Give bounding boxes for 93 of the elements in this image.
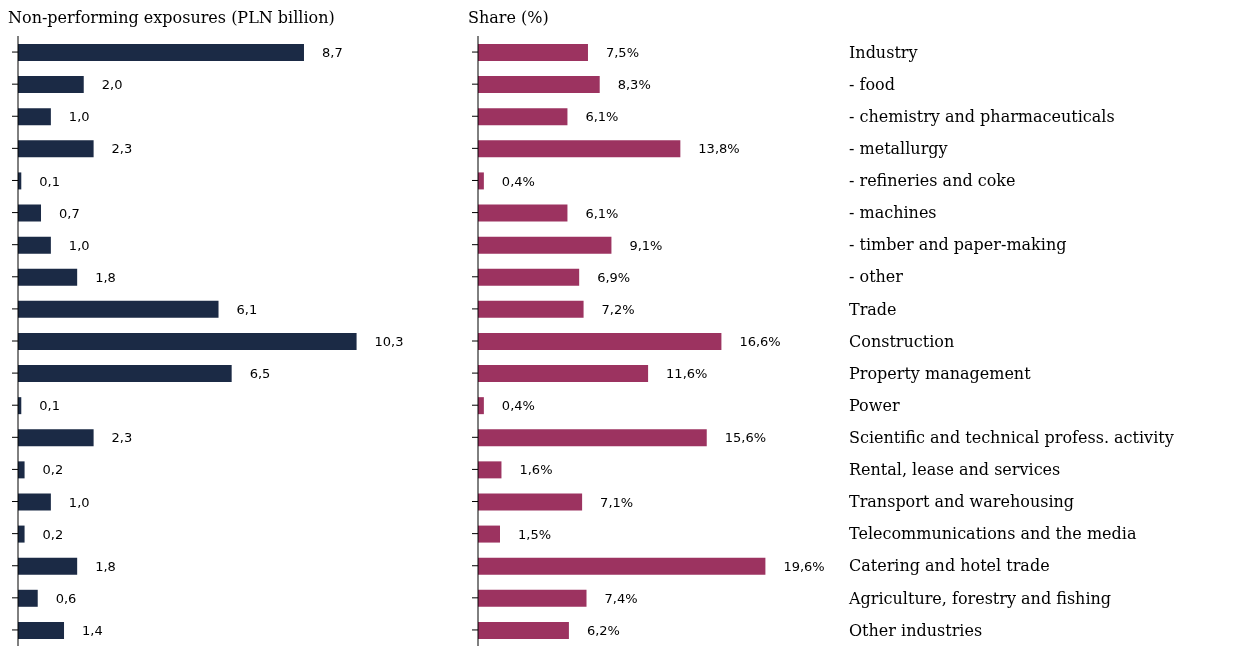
data-label: 6,5 <box>249 366 271 382</box>
bar <box>18 204 42 222</box>
y-tick-label: Scientific and technical profess. activity <box>849 428 1174 447</box>
data-label: 7,2% <box>601 301 635 317</box>
y-tick-label: - other <box>849 267 904 287</box>
bar <box>18 365 232 383</box>
data-label: 8,3% <box>617 77 651 93</box>
bar <box>478 236 612 254</box>
y-tick-label: Transport and warehousing <box>849 492 1075 512</box>
data-label: 0,2 <box>42 526 64 542</box>
bar <box>478 493 583 511</box>
bar <box>18 108 51 126</box>
bar <box>478 589 587 607</box>
bar <box>478 268 580 286</box>
bar <box>18 461 25 479</box>
y-tick-label: Rental, lease and services <box>849 460 1061 480</box>
data-label: 6,2% <box>586 623 620 639</box>
data-label: 7,5% <box>605 45 640 61</box>
bar <box>18 268 78 286</box>
bar <box>18 589 38 607</box>
data-label: 0,7 <box>59 205 80 221</box>
bar <box>18 332 357 350</box>
data-label: 7,4% <box>604 590 638 606</box>
bar <box>478 365 649 383</box>
y-tick-label: Agriculture, forestry and fishing <box>848 588 1112 608</box>
data-label: 2,0 <box>101 77 123 93</box>
bar <box>18 76 84 94</box>
data-label: 2,3 <box>111 141 133 157</box>
y-tick-label: Property management <box>849 363 1032 383</box>
y-tick-label: Construction <box>849 331 955 351</box>
bar <box>18 525 25 543</box>
y-tick-label: Catering and hotel trade <box>849 556 1050 576</box>
bar <box>478 429 707 447</box>
data-label: 10,3 <box>374 334 404 350</box>
bar <box>478 461 502 479</box>
bar <box>478 76 600 94</box>
data-label: 15,6% <box>724 430 767 446</box>
data-label: 1,8 <box>95 269 116 285</box>
chart-title: Share (%) <box>468 8 550 29</box>
data-label: 1,0 <box>68 109 90 125</box>
y-tick-label: - timber and paper-making <box>849 235 1067 255</box>
bar <box>478 140 681 158</box>
bar <box>18 557 78 575</box>
y-tick-label: - machines <box>849 203 937 223</box>
data-label: 16,6% <box>739 334 781 350</box>
bar <box>478 621 569 639</box>
data-label: 6,9% <box>597 269 631 285</box>
y-tick-label: - metallurgy <box>849 139 948 159</box>
data-label: 11,6% <box>666 366 708 382</box>
y-tick-label: Other industries <box>849 620 983 640</box>
bar <box>18 429 94 447</box>
y-tick-label: Trade <box>849 299 897 319</box>
data-label: 0,4% <box>501 173 535 189</box>
data-label: 6,1% <box>585 205 619 221</box>
data-label: 1,0 <box>68 494 90 510</box>
chart-title: Non-performing exposures (PLN billion) <box>8 8 336 29</box>
bar <box>18 493 51 511</box>
y-tick-label: Industry <box>849 42 918 62</box>
data-label: 1,8 <box>95 558 116 574</box>
data-label: 19,6% <box>783 558 825 574</box>
bar <box>18 236 51 254</box>
bar <box>478 332 722 350</box>
bar <box>478 300 584 318</box>
bar <box>18 621 65 639</box>
y-tick-label: Power <box>849 395 900 415</box>
data-label: 0,6 <box>55 590 77 606</box>
data-label: 0,4% <box>501 398 535 414</box>
y-tick-label: - refineries and coke <box>849 171 1016 191</box>
data-label: 0,1 <box>39 398 60 414</box>
bar <box>478 44 588 61</box>
data-label: 8,7 <box>321 45 343 61</box>
data-label: 2,3 <box>111 430 133 446</box>
data-label: 1,0 <box>68 237 90 253</box>
y-tick-label: Telecommunications and the media <box>849 524 1137 544</box>
y-tick-label: - chemistry and pharmaceuticals <box>849 106 1115 126</box>
bar <box>478 557 766 575</box>
y-tick-label: - food <box>849 74 895 94</box>
data-label: 6,1% <box>585 109 619 125</box>
bar <box>18 140 94 158</box>
bar <box>18 44 304 61</box>
data-label: 7,1% <box>600 494 634 510</box>
data-label: 1,4 <box>82 623 103 639</box>
data-label: 0,1 <box>39 173 60 189</box>
bar <box>18 300 219 318</box>
bar <box>478 108 568 126</box>
data-label: 0,2 <box>42 462 64 478</box>
data-label: 6,1 <box>236 301 258 317</box>
bar <box>478 525 500 543</box>
data-label: 9,1% <box>629 237 663 253</box>
bar <box>478 204 568 222</box>
data-label: 1,6% <box>519 462 553 478</box>
data-label: 13,8% <box>698 141 740 157</box>
data-label: 1,5% <box>517 526 552 542</box>
